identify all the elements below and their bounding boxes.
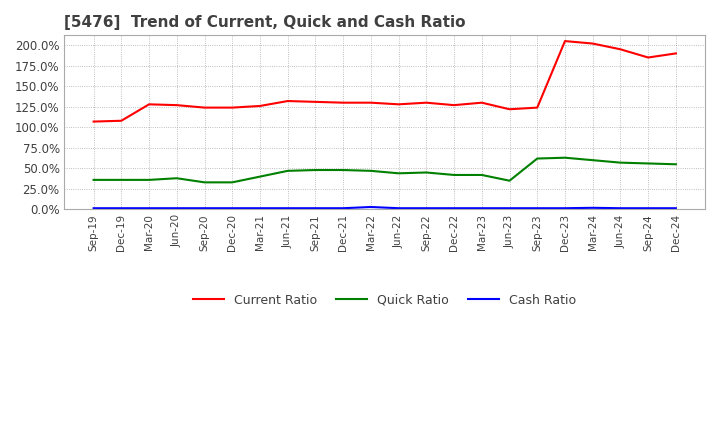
Current Ratio — [533, 105, 541, 110]
Cash Ratio — [561, 205, 570, 211]
Quick Ratio — [672, 161, 680, 167]
Legend: Current Ratio, Quick Ratio, Cash Ratio: Current Ratio, Quick Ratio, Cash Ratio — [188, 289, 581, 312]
Cash Ratio — [366, 204, 375, 209]
Cash Ratio — [173, 205, 181, 211]
Current Ratio — [117, 118, 126, 123]
Cash Ratio — [644, 205, 652, 211]
Cash Ratio — [89, 205, 98, 211]
Cash Ratio — [477, 205, 486, 211]
Quick Ratio — [339, 167, 348, 172]
Quick Ratio — [533, 156, 541, 161]
Line: Current Ratio: Current Ratio — [94, 41, 676, 121]
Current Ratio — [561, 38, 570, 44]
Quick Ratio — [395, 171, 403, 176]
Cash Ratio — [200, 205, 209, 211]
Current Ratio — [256, 103, 264, 109]
Current Ratio — [366, 100, 375, 105]
Current Ratio — [339, 100, 348, 105]
Cash Ratio — [117, 205, 126, 211]
Quick Ratio — [616, 160, 625, 165]
Text: [5476]  Trend of Current, Quick and Cash Ratio: [5476] Trend of Current, Quick and Cash … — [65, 15, 466, 30]
Current Ratio — [311, 99, 320, 105]
Current Ratio — [644, 55, 652, 60]
Quick Ratio — [228, 180, 237, 185]
Current Ratio — [395, 102, 403, 107]
Quick Ratio — [173, 176, 181, 181]
Quick Ratio — [477, 172, 486, 178]
Line: Cash Ratio: Cash Ratio — [94, 207, 676, 208]
Cash Ratio — [672, 205, 680, 211]
Cash Ratio — [422, 205, 431, 211]
Cash Ratio — [284, 205, 292, 211]
Current Ratio — [200, 105, 209, 110]
Cash Ratio — [588, 205, 597, 210]
Cash Ratio — [311, 205, 320, 211]
Quick Ratio — [89, 177, 98, 183]
Quick Ratio — [117, 177, 126, 183]
Current Ratio — [616, 47, 625, 52]
Cash Ratio — [339, 205, 348, 211]
Quick Ratio — [256, 174, 264, 179]
Cash Ratio — [395, 205, 403, 211]
Quick Ratio — [284, 168, 292, 173]
Line: Quick Ratio: Quick Ratio — [94, 158, 676, 182]
Quick Ratio — [450, 172, 459, 178]
Cash Ratio — [533, 205, 541, 211]
Current Ratio — [145, 102, 153, 107]
Current Ratio — [450, 103, 459, 108]
Cash Ratio — [256, 205, 264, 211]
Quick Ratio — [588, 158, 597, 163]
Cash Ratio — [145, 205, 153, 211]
Cash Ratio — [616, 205, 625, 211]
Quick Ratio — [366, 168, 375, 173]
Current Ratio — [228, 105, 237, 110]
Current Ratio — [89, 119, 98, 124]
Quick Ratio — [422, 170, 431, 175]
Quick Ratio — [145, 177, 153, 183]
Cash Ratio — [228, 205, 237, 211]
Quick Ratio — [644, 161, 652, 166]
Quick Ratio — [200, 180, 209, 185]
Quick Ratio — [561, 155, 570, 160]
Current Ratio — [284, 99, 292, 104]
Current Ratio — [505, 106, 514, 112]
Current Ratio — [173, 103, 181, 108]
Current Ratio — [672, 51, 680, 56]
Quick Ratio — [311, 167, 320, 172]
Current Ratio — [588, 41, 597, 46]
Cash Ratio — [450, 205, 459, 211]
Current Ratio — [422, 100, 431, 105]
Cash Ratio — [505, 205, 514, 211]
Current Ratio — [477, 100, 486, 105]
Quick Ratio — [505, 178, 514, 183]
